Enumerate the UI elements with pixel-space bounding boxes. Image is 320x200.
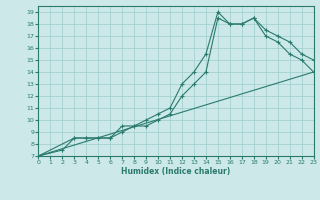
X-axis label: Humidex (Indice chaleur): Humidex (Indice chaleur)	[121, 167, 231, 176]
